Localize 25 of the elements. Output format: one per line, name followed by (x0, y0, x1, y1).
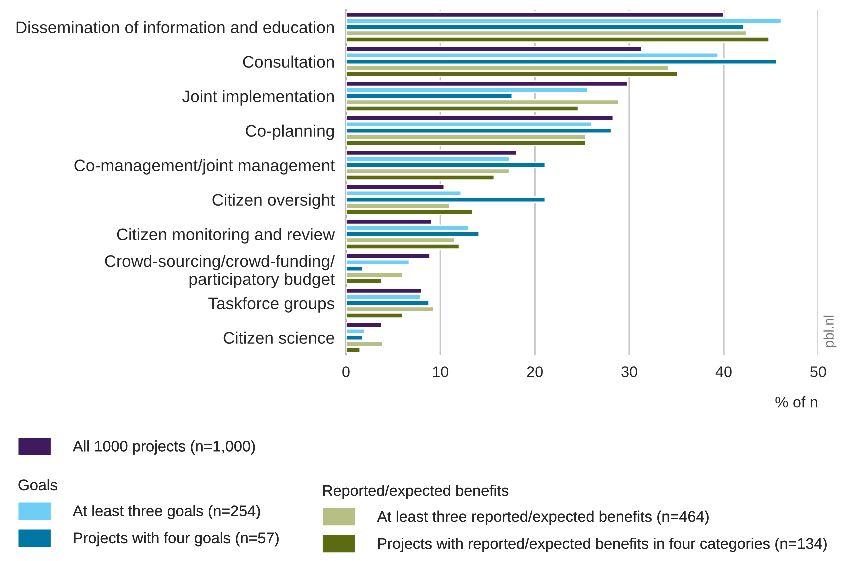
x-tick-label: 10 (433, 366, 449, 378)
y-tick-label: Joint implementation (182, 90, 334, 106)
x-tick-label: 0 (342, 366, 350, 378)
y-tick-label: Taskforce groups (208, 297, 335, 313)
y-tick-label: Crowd-sourcing/crowd-funding/ participatory budget (105, 255, 336, 289)
legend-label: At least three goals (n=254) (73, 505, 260, 520)
y-tick-label: Citizen oversight (212, 194, 335, 210)
y-tick-label: Co-management/joint management (74, 159, 336, 175)
y-tick-label: Dissemination of information and education (16, 21, 334, 34)
y-tick-label: Co-planning (246, 124, 334, 140)
y-tick-label: Citizen science (224, 332, 334, 344)
text: Goals (18, 479, 58, 491)
x-tick-label: 50 (810, 366, 826, 378)
text: Reported/expected benefits (324, 484, 509, 500)
x-tick-label: 30 (622, 366, 638, 378)
text: pbl.nl (824, 316, 837, 348)
legend-label: At least three reported/expected benefits (n=464) (377, 510, 709, 526)
y-tick-label: Consultation (243, 56, 334, 68)
x-axis-title: % of n (776, 396, 818, 408)
legend-label: All 1000 projects (n=1,000) (73, 440, 256, 455)
legend-label: Projects with reported/expected benefits in four categories (n=134) (378, 538, 827, 552)
x-tick-label: 40 (716, 366, 732, 378)
x-tick-label: 20 (527, 366, 544, 378)
y-tick-label: Citizen monitoring and review (117, 228, 336, 244)
legend-label: Projects with four goals (n=57) (74, 532, 279, 547)
